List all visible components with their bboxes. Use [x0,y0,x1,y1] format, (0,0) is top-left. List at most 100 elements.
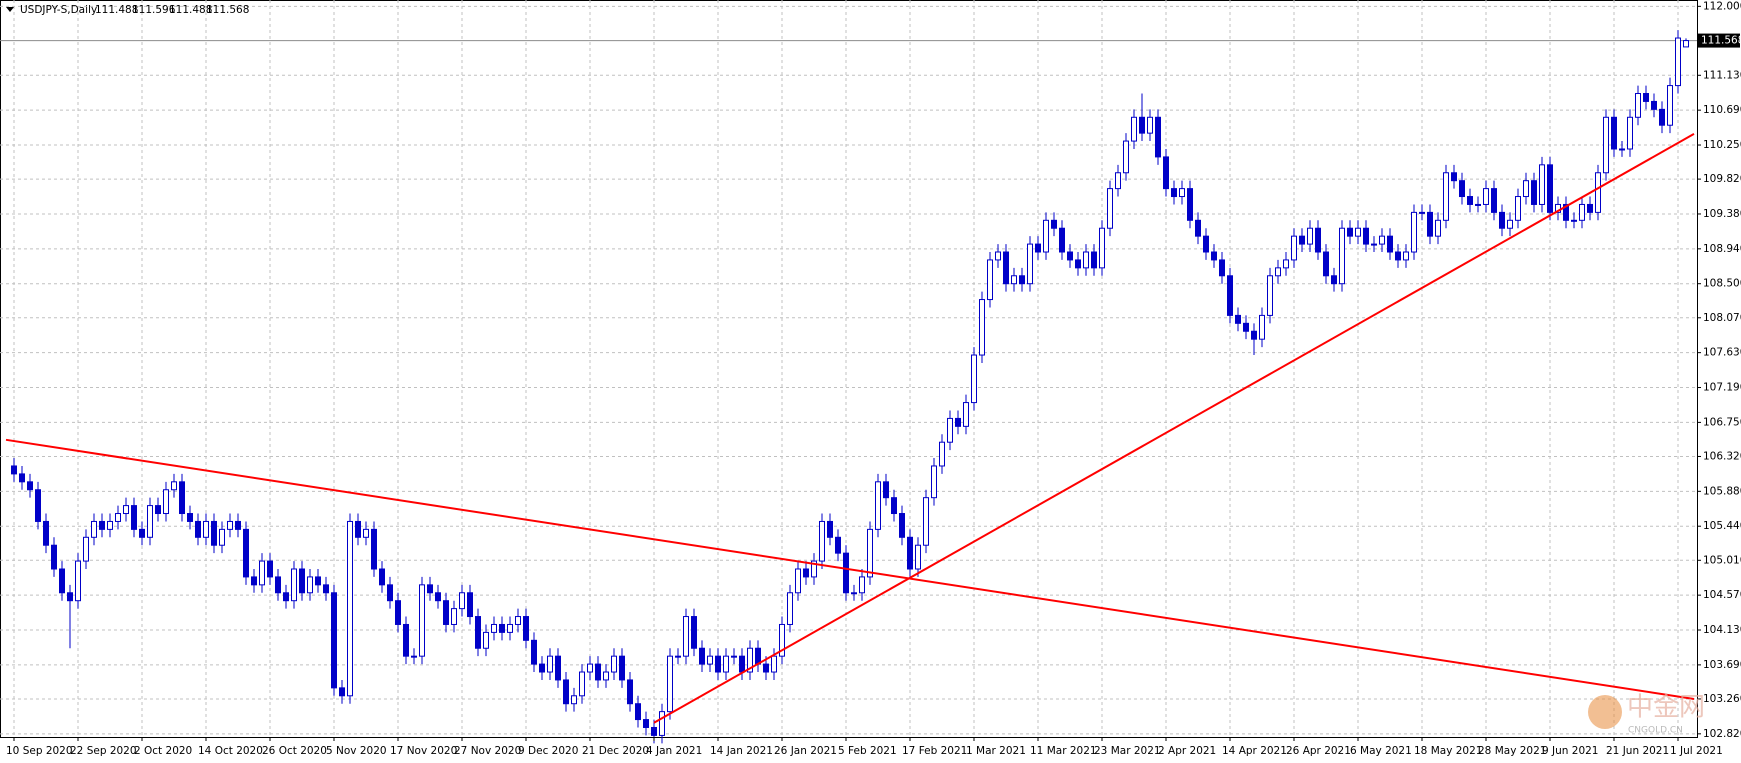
candle-body [491,623,497,633]
candle-body [1059,227,1065,253]
candle-body [851,592,857,595]
x-tick-label: 11 Mar 2021 [1030,745,1097,757]
candle-body [1043,219,1049,253]
candle-body [1131,116,1137,142]
candle-body [1155,116,1161,158]
candle-body [747,647,753,673]
candle-body [523,616,529,641]
candle-body [27,481,33,491]
candle-body [587,663,593,673]
candle-body [1451,172,1457,182]
candle-body [1667,85,1673,126]
candle-body [331,592,337,689]
candle-body [1419,211,1425,214]
x-tick-label: 17 Nov 2020 [390,745,457,757]
candle-body [435,592,441,602]
candle-body [1275,267,1281,277]
x-tick-label: 5 Nov 2020 [326,745,387,757]
y-tick-label: 109.380 [1703,208,1741,220]
candle-body [1323,251,1329,277]
y-tick-label: 103.690 [1703,659,1741,671]
candle-body [1083,251,1089,269]
candle-body [715,655,721,673]
candle-body [1651,100,1657,110]
y-tick-label: 106.750 [1703,416,1741,428]
candle-body [539,663,545,673]
candle-body [171,481,177,491]
candle-body [115,513,121,522]
candle-body [107,520,113,530]
candle-body [451,608,457,625]
candle-body [1363,227,1369,245]
candle-body [1595,172,1601,213]
candle-body [91,520,97,538]
x-tick-label: 22 Sep 2020 [70,745,137,757]
x-tick-label: 2 Oct 2020 [134,745,192,757]
candle-body [971,354,977,404]
candle-body [1371,243,1377,246]
watermark-logo [1588,695,1622,729]
candle-body [1411,211,1417,253]
candle-body [219,528,225,546]
candle-body [707,655,713,665]
candle-body [59,568,65,594]
candle-body [371,528,377,570]
candle-body [1627,116,1633,150]
candle-body [1491,188,1497,213]
candle-body [75,560,81,602]
candle-body [347,520,353,697]
y-tick-label: 109.820 [1703,173,1741,185]
y-tick-label: 112.000 [1703,0,1741,12]
candle-body [403,623,409,657]
candle-body [1195,219,1201,237]
candle-body [1467,196,1473,205]
candle-body [547,655,553,673]
candle-body [1019,275,1025,285]
candle-body [1379,235,1385,245]
candle-body [499,623,505,633]
candle-body [51,544,57,570]
candle-body [379,568,385,586]
candle-body [1267,275,1273,316]
candle-body [1283,259,1289,269]
candle-body [835,536,841,554]
candle-body [203,520,209,538]
header-open: 111.488 [95,4,138,16]
y-tick-label: 105.440 [1703,520,1741,532]
candle-body [1315,227,1321,253]
x-tick-label: 9 Jun 2021 [1542,745,1598,757]
candle-body [1507,219,1513,229]
candle-body [699,647,705,665]
candle-body [1635,93,1641,118]
candle-body [1603,116,1609,174]
candle-body [875,481,881,530]
candle-body [195,520,201,538]
candle-body [963,402,969,427]
candle-body [131,505,137,530]
x-tick-label: 26 Apr 2021 [1286,745,1351,757]
candle-body [1611,116,1617,150]
y-tick-label: 108.500 [1703,278,1741,290]
header-high: 111.596 [132,4,176,16]
candle-body [1515,196,1521,221]
candle-body [1227,275,1233,316]
candle-body [1027,243,1033,285]
candle-body [363,528,369,538]
x-tick-label: 2 Apr 2021 [1158,745,1216,757]
candle-body [1187,188,1193,221]
candle-body [1243,322,1249,332]
candle-body [883,481,889,499]
candle-body [803,568,809,578]
candle-body [1547,164,1553,213]
candle-body [635,703,641,721]
candle-body [739,655,745,673]
candle-body [1675,37,1681,87]
candle-body [67,592,73,602]
candle-body [1171,188,1177,198]
x-tick-label: 5 Feb 2021 [838,745,897,757]
candle-body [1395,251,1401,261]
candle-body [995,251,1001,261]
candle-body [339,687,345,697]
